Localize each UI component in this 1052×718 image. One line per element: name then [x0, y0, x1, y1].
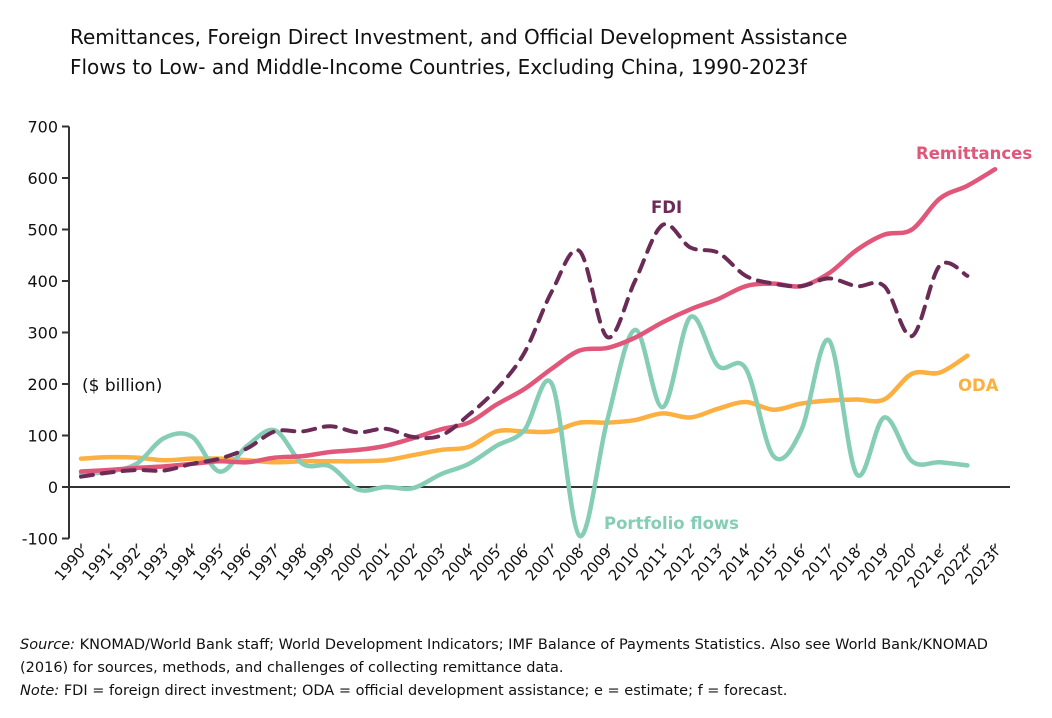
y-tick-label: 600: [27, 169, 58, 188]
chart-title: Remittances, Foreign Direct Investment, …: [70, 22, 847, 82]
x-tick-label: 2003: [411, 544, 449, 585]
x-tick-label: 1995: [189, 544, 227, 585]
source-text: KNOMAD/World Bank staff; World Developme…: [20, 637, 988, 676]
series-line-oda: [78, 353, 970, 465]
y-tick-label: -100: [22, 530, 58, 549]
source-label: Source:: [20, 637, 76, 653]
y-tick-label: 400: [27, 272, 58, 291]
x-tick-label: 2012: [660, 544, 698, 585]
x-tick-label: 1998: [272, 544, 310, 585]
y-tick-label: 300: [27, 324, 58, 343]
x-tick-label: 2002: [383, 544, 421, 585]
x-tick-label: 1999: [300, 544, 338, 585]
x-tick-label: 2009: [577, 544, 615, 585]
x-tick-label: 2008: [549, 544, 587, 585]
x-tick-label: 2007: [522, 544, 560, 585]
x-tick-label: 2019: [854, 544, 892, 585]
x-tick-label: 2011: [632, 544, 670, 585]
x-tick-label: 2018: [826, 544, 864, 585]
legend-label-portfolio-flows: Portfolio flows: [604, 514, 739, 533]
x-tick-label: 1992: [106, 544, 144, 585]
x-tick-label: 2010: [605, 544, 643, 585]
x-tick-label: 2005: [466, 544, 504, 585]
x-tick-label: 2016: [771, 544, 809, 585]
note-text: FDI = foreign direct investment; ODA = o…: [59, 683, 788, 699]
footer: Source: KNOMAD/World Bank staff; World D…: [20, 634, 1020, 703]
x-tick-label: 2014: [716, 544, 754, 585]
x-tick-label: 1993: [134, 544, 172, 585]
y-tick-label: 700: [27, 118, 58, 137]
series-line-remittances: [78, 166, 998, 474]
x-tick-label: 1991: [78, 544, 116, 585]
y-tick-label: 500: [27, 221, 58, 240]
y-tick-label: 0: [48, 478, 58, 497]
x-tick-label: 2013: [688, 544, 726, 585]
x-tick-label: 2006: [494, 544, 532, 585]
x-tick-label: 2017: [799, 544, 837, 585]
x-tick-label: 1990: [51, 544, 89, 585]
x-tick-label: 2015: [743, 544, 781, 585]
title-line-2: Flows to Low- and Middle-Income Countrie…: [70, 55, 807, 79]
note-label: Note:: [20, 683, 60, 699]
x-tick-label: 2004: [439, 544, 477, 585]
x-tick-label: 2000: [328, 544, 366, 585]
y-tick-label: 200: [27, 375, 58, 394]
title-line-1: Remittances, Foreign Direct Investment, …: [70, 25, 848, 49]
x-tick-label: 2001: [355, 544, 393, 585]
legend-label-oda: ODA: [958, 376, 999, 395]
y-axis-label: ($ billion): [82, 376, 162, 396]
x-tick-label: 1994: [162, 544, 200, 585]
x-tick-label: 1997: [245, 544, 283, 585]
x-tick-label: 1996: [217, 544, 255, 585]
legend-label-remittances: Remittances: [916, 144, 1032, 163]
legend-label-fdi: FDI: [651, 198, 682, 217]
series-line-fdi: [79, 222, 970, 479]
y-tick-label: 100: [27, 427, 58, 446]
